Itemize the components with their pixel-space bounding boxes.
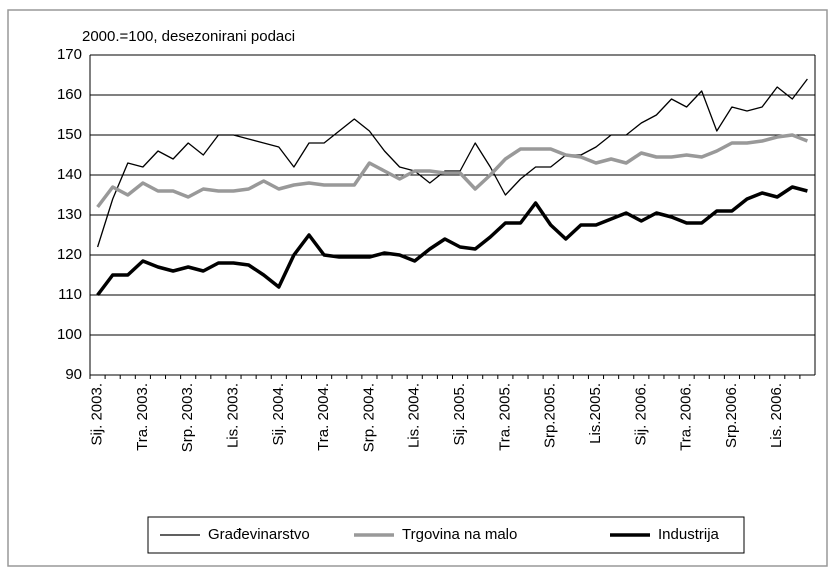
y-tick-label: 90 [65, 366, 82, 383]
y-tick-label: 120 [57, 246, 82, 263]
y-tick-label: 160 [57, 86, 82, 103]
x-tick-label: Srp.2005. [542, 383, 559, 448]
series-line [96, 185, 808, 297]
x-tick-label: Tra. 2005. [496, 383, 513, 451]
series-line [96, 133, 809, 209]
series-line [96, 78, 808, 248]
x-tick-label: Srp. 2003. [179, 383, 196, 452]
legend-label: Industrija [658, 526, 720, 543]
chart-subtitle: 2000.=100, desezonirani podaci [82, 28, 295, 45]
frame [7, 9, 828, 567]
y-tick-label: 150 [57, 126, 82, 143]
x-tick-label: Sij. 2003. [89, 383, 106, 446]
x-tick-label: Tra. 2003. [134, 383, 151, 451]
x-tick-label: Lis. 2006. [768, 383, 785, 448]
y-tick-label: 140 [57, 166, 82, 183]
y-tick-label: 170 [57, 46, 82, 63]
x-tick-label: Lis. 2003. [224, 383, 241, 448]
x-tick-label: Srp. 2004. [360, 383, 377, 452]
x-tick-label: Sij. 2006. [632, 383, 649, 446]
y-tick-label: 100 [57, 326, 82, 343]
x-tick-label: Sij. 2004. [270, 383, 287, 446]
legend-label: Trgovina na malo [402, 526, 517, 543]
x-tick-label: Srp.2006. [723, 383, 740, 448]
y-tick-label: 130 [57, 206, 82, 223]
legend-label: Građevinarstvo [208, 526, 310, 543]
y-tick-label: 110 [58, 286, 82, 303]
x-tick-label: Lis. 2004. [406, 383, 423, 448]
x-tick-label: Sij. 2005. [451, 383, 468, 446]
legend-box [147, 516, 745, 554]
x-tick-label: Tra. 2004. [315, 383, 332, 451]
x-tick-label: Lis.2005. [587, 383, 604, 444]
x-tick-label: Tra. 2006. [678, 383, 695, 451]
